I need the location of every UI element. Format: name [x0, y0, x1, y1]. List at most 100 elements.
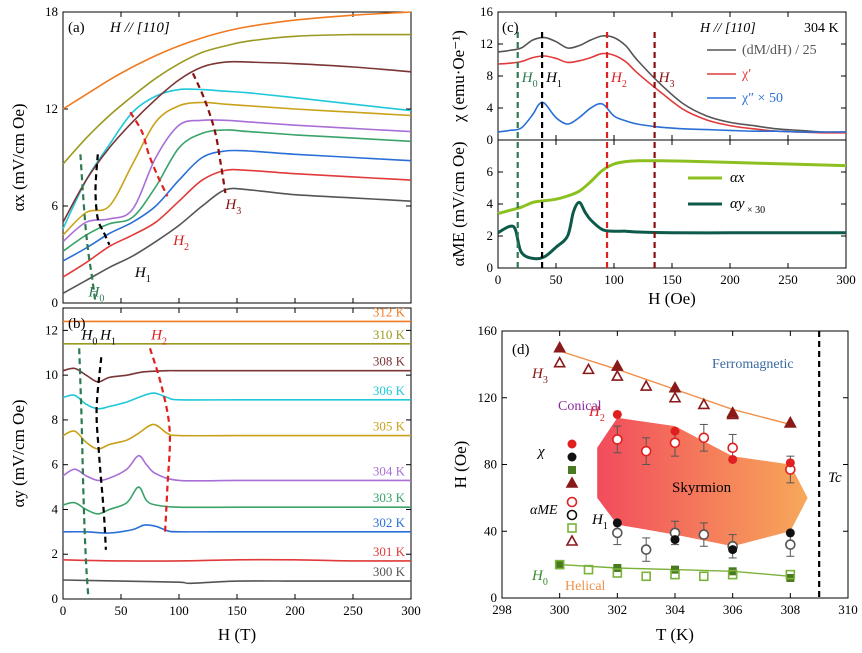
panel-b-frame [62, 307, 412, 600]
panel-a-ylabel: αx (mV/cm Oe) [9, 103, 28, 211]
panel-c-top-ytick-label: 12 [480, 36, 493, 51]
legend-chi-H3 [565, 476, 579, 488]
series-a-304K [62, 119, 412, 243]
legend-c-bottom-αy × 30: αy × 30 [730, 196, 765, 216]
panel-a-ytick-label: 0 [52, 295, 59, 310]
H0-chi-point [613, 563, 622, 572]
panel-c-top-ytick-label: 4 [487, 100, 494, 115]
panel-d-xtick-label: 300 [550, 602, 570, 617]
series-b-308K [62, 367, 411, 383]
series-c-bottom-αy × 30 [497, 200, 846, 261]
panel-c-top-ytick-label: 8 [487, 68, 494, 83]
boundary-a-H1 [94, 154, 111, 246]
legend-b-308K: 308 K [373, 354, 406, 369]
H3-alpha-point [582, 362, 595, 375]
H3-alpha-point [697, 397, 711, 410]
legend-b-303K: 303 K [373, 490, 406, 505]
panel-d-xlabel: T (K) [656, 625, 694, 644]
panel-c-temperature: 304 K [804, 21, 839, 36]
series-b-303K [62, 486, 411, 515]
legend-c-top-χ′: χ′ [741, 67, 751, 82]
panel-d-ytick-label: 40 [484, 523, 497, 538]
panel-a-ytick-label: 6 [52, 198, 59, 213]
legend-alpha-H3 [565, 534, 579, 546]
legend-b-300K: 300 K [373, 564, 406, 579]
H0-chi-point [671, 565, 679, 574]
panel-b-tag: (b) [68, 316, 86, 332]
series-a-306K [62, 88, 412, 229]
boundary-b-H2 [148, 347, 172, 532]
panel-c-bottom-xtick-label: 50 [550, 272, 563, 287]
panel-d-ytick-label: 80 [484, 457, 497, 472]
panel-d-xtick-label: 310 [838, 602, 858, 617]
legend-c-top-(dM/dH) / 25: (dM/dH) / 25 [742, 43, 817, 58]
legend-b-302K: 302 K [373, 515, 406, 530]
panel-b-xlabel: H (T) [218, 625, 256, 644]
H2-alpha-point [612, 434, 623, 445]
series-a-303K [62, 129, 412, 252]
panel-d-xtick-label: 304 [665, 602, 685, 617]
label-a-H3: H3 [224, 197, 241, 217]
panel-d-ytick-label: 0 [491, 590, 498, 605]
panel-b-ytick-label: 0 [52, 591, 59, 606]
panel-c-bottom-xtick-label: 100 [604, 272, 624, 287]
H3-alpha-point [610, 369, 624, 381]
panel-b-xtick-label: 0 [60, 603, 67, 618]
series-a-300K [62, 187, 412, 294]
panel-c-bottom-xtick-label: 250 [778, 272, 798, 287]
phase-helical: Helical [565, 579, 606, 594]
legend-c-top-χ″ × 50: χ″ × 50 [741, 91, 783, 106]
series-c-bottom-αx [497, 159, 847, 216]
series-b-300K [62, 579, 411, 585]
boundary-a-H3 [191, 72, 227, 194]
panel-b-xtick-label: 100 [169, 603, 189, 618]
H0-alpha-point [554, 559, 565, 570]
panel-b-ytick-label: 6 [52, 457, 59, 472]
legend-chi-H2 [567, 439, 577, 449]
panel-a-annotation: H // [110] [109, 20, 170, 36]
H2-alpha-point [727, 442, 738, 454]
H1-alpha-point [698, 529, 710, 540]
phase-skyrmion: Skyrmion [672, 480, 732, 496]
H1-chi-point [670, 535, 680, 545]
H1-alpha-point [612, 527, 623, 539]
label-a-H2: H2 [172, 233, 189, 253]
H1-chi-point [785, 528, 795, 538]
H2-chi-point [670, 426, 680, 436]
legend-chi-H1 [567, 452, 577, 462]
H3-chi-point [553, 341, 567, 353]
label-b-H1: H1 [99, 327, 116, 347]
panel-c-bottom-ytick-label: 6 [487, 164, 494, 179]
panel-c-ylabel-bottom: αME (mV/cm Oe) [449, 141, 468, 266]
panel-c-bottom-ytick-label: 0 [487, 260, 494, 275]
legend-chi-H0 [568, 466, 576, 474]
panel-d-tag: (d) [512, 342, 530, 358]
series-a-301K [62, 168, 412, 278]
panel-d-ylabel: H (Oe) [451, 441, 470, 489]
series-b-301K [62, 558, 412, 562]
panel-d-xtick-label: 302 [608, 602, 628, 617]
panel-a-ytick-label: 18 [45, 4, 58, 19]
H2-chi-point [728, 454, 738, 464]
panel-b-xtick-label: 150 [227, 603, 247, 618]
series-a-305K [62, 101, 412, 236]
panel-b-ytick-label: 2 [52, 546, 59, 561]
series-b-302K [62, 524, 411, 534]
label-a-H0: H0 [88, 285, 105, 305]
phase-ferromagnetic: Ferromagnetic [712, 357, 794, 372]
series-a-302K [62, 149, 412, 262]
H3-alpha-point [726, 407, 740, 420]
panel-c-bottom-xtick-label: 300 [836, 272, 856, 287]
legend-b-305K: 305 K [373, 419, 406, 434]
boundary-b-H1 [95, 357, 107, 550]
legend-c-bottom-αx: αx [730, 170, 745, 186]
panel-c-bottom-xtick-label: 150 [662, 272, 682, 287]
panel-b-xtick-label: 50 [115, 603, 128, 618]
H3-alpha-point [783, 416, 797, 428]
legend-b-301K: 301 K [373, 544, 406, 559]
H3-alpha-point [668, 391, 682, 403]
panel-a-ytick-label: 12 [45, 101, 58, 116]
series-a-312K [62, 11, 412, 110]
series-b-304K [62, 454, 411, 482]
legend-b-306K: 306 K [373, 383, 406, 398]
